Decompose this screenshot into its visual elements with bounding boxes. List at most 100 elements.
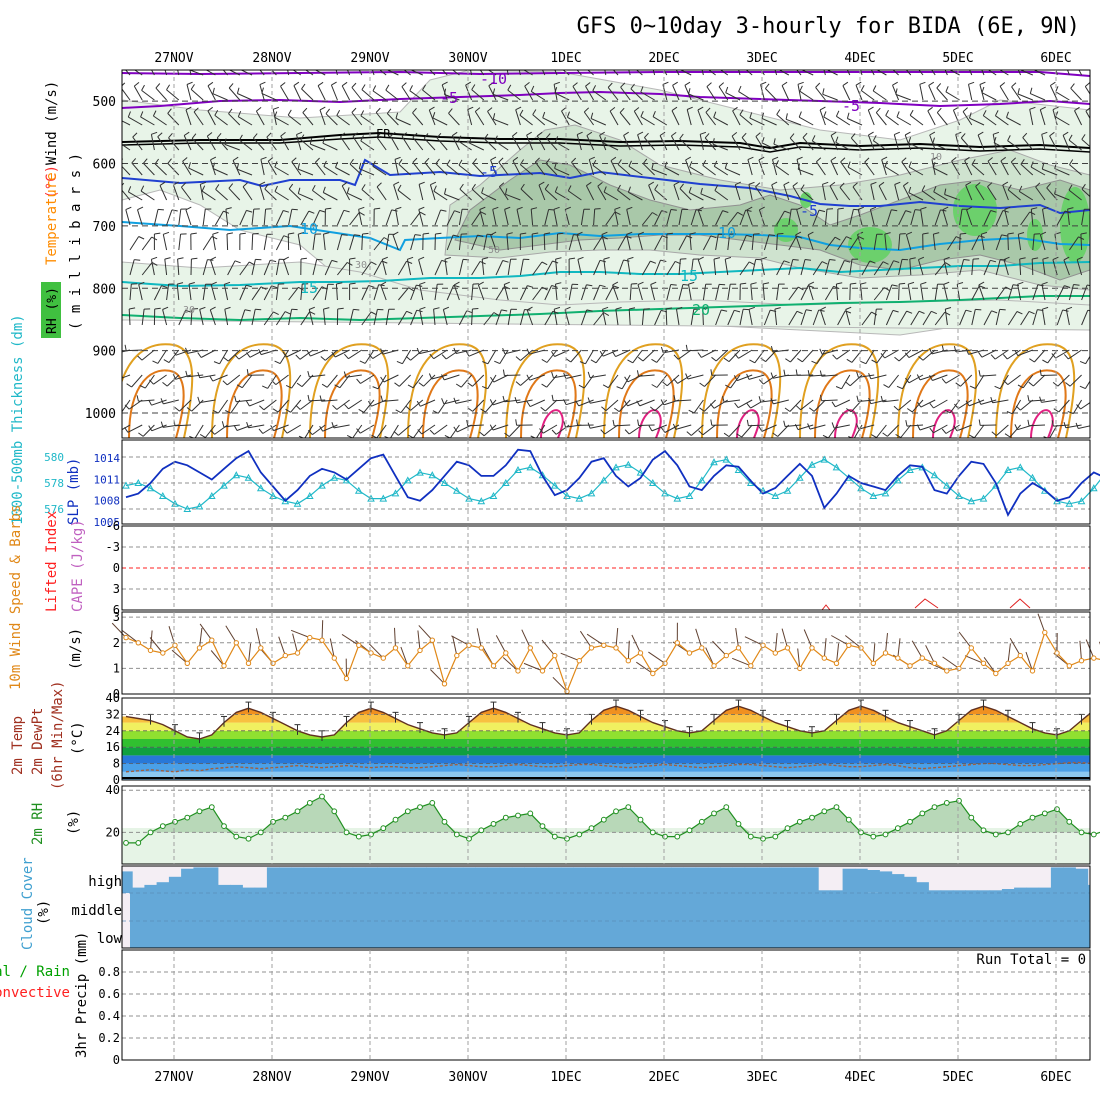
wind-barb-flag <box>770 372 774 379</box>
wind-barb-flag <box>931 156 938 160</box>
wind-barb-flag <box>321 383 328 388</box>
wind-barb <box>544 209 550 226</box>
wind-barb-flag <box>576 419 579 426</box>
cloud-high-bar <box>328 867 341 893</box>
wind-barb-flag <box>920 206 927 210</box>
wind-barb-flag <box>630 59 633 64</box>
rh-core-90 <box>953 184 997 236</box>
wind-barb-flag <box>1042 257 1049 260</box>
wind-barb <box>222 70 228 76</box>
wind-barb <box>761 142 777 151</box>
wind-barb <box>164 259 168 276</box>
wind-barb <box>446 234 454 251</box>
wind-barb-flag <box>563 372 567 379</box>
wind-10m-barb <box>732 657 751 667</box>
wind-barb-flag <box>212 87 215 94</box>
wind-barb <box>676 309 680 326</box>
cloud-high-bar <box>805 867 819 893</box>
wind-barb <box>968 399 985 407</box>
wind-barb <box>228 70 241 76</box>
wind-barb <box>210 259 216 276</box>
wind-10m-marker <box>858 645 864 651</box>
wind-barb <box>725 92 741 101</box>
thickness-marker <box>832 463 841 471</box>
wind-10m-speed-series <box>125 631 1100 694</box>
wind-barb <box>619 112 631 126</box>
wind-barb <box>1032 234 1035 251</box>
wind-barb <box>934 262 946 276</box>
temperature-tick-label: 8 <box>113 757 120 771</box>
wind-barb-flag <box>1002 210 1009 213</box>
wind-barb-flag <box>999 82 1006 87</box>
wind-barb-flag <box>401 82 407 87</box>
bottom-date-label: 1DEC <box>550 1070 581 1085</box>
wind-barb <box>215 189 228 201</box>
wind-barb-flag <box>781 81 788 86</box>
temperature-tick-label: 32 <box>106 707 120 721</box>
wind-barb-flag <box>964 156 970 162</box>
wind-barb <box>498 186 509 201</box>
wind-barb <box>1081 139 1090 148</box>
wind-barb-flag <box>576 231 583 236</box>
wind-barb <box>919 84 924 101</box>
wind-barb-flag <box>688 409 695 414</box>
wind-barb-flag <box>871 359 878 364</box>
wind-barb-flag <box>686 235 693 239</box>
wind-barb <box>299 349 314 360</box>
slp-tick-label: 1005 <box>94 516 121 529</box>
wind-barb <box>908 192 924 201</box>
precip-tick-label: 0.8 <box>98 965 120 979</box>
wind-barb-flag <box>282 428 288 434</box>
wind-barb-flag <box>1046 183 1051 189</box>
wind-barb <box>186 84 192 101</box>
wind-barb <box>300 311 311 326</box>
wind-barb <box>873 287 885 301</box>
wind-barb-flag <box>795 405 801 411</box>
wind-barb-flag <box>978 419 981 426</box>
wind-barb <box>401 86 412 101</box>
wind-barb <box>180 186 192 201</box>
wind-barb <box>423 137 436 151</box>
wind-barb <box>885 310 894 326</box>
wind-barb-flag <box>207 81 214 87</box>
wind-barb <box>943 284 948 301</box>
contour-label: 10 <box>300 220 318 238</box>
wind-10m-marker <box>196 645 203 651</box>
wind-barb-flag <box>1037 284 1044 287</box>
wind-barb <box>490 159 497 176</box>
lifted-index-tick-label: -6 <box>106 519 120 533</box>
wind-barb-flag <box>422 84 427 91</box>
wind-barb-flag <box>673 378 678 384</box>
wind-barb <box>823 70 826 76</box>
wind-barb <box>977 134 985 151</box>
wind-barb-flag <box>267 157 274 162</box>
cloud-high-bar <box>524 867 537 893</box>
wind-10m-marker <box>221 663 227 669</box>
wind-barb-flag <box>174 407 180 412</box>
wind-barb <box>137 209 143 226</box>
wind-10m-barb <box>1037 613 1046 633</box>
wind-barb <box>493 93 509 101</box>
rh-2m-marker <box>392 816 399 823</box>
wind-barb <box>202 259 208 276</box>
wind-barb-flag <box>480 408 486 413</box>
wind-barb <box>1054 234 1058 251</box>
temperature-band <box>122 714 1090 723</box>
wind-barb-flag <box>759 206 765 211</box>
wind-barb <box>876 70 887 76</box>
wind-barb <box>554 92 570 101</box>
wind-barb-flag <box>349 257 356 260</box>
thickness-marker <box>207 491 216 499</box>
thickness-marker <box>869 491 878 499</box>
wind-barb <box>263 260 271 276</box>
wind-barb <box>360 115 375 126</box>
wind-barb <box>761 118 777 126</box>
wind-barb-flag <box>835 136 839 143</box>
thickness-marker <box>648 478 657 486</box>
wind-barb <box>969 70 973 76</box>
cloud-high-bar <box>977 890 991 893</box>
wind-barb-flag <box>380 281 387 286</box>
wind-barb-flag <box>526 401 531 407</box>
wind-10m-barb <box>521 629 531 649</box>
wind-barb <box>1053 424 1070 427</box>
